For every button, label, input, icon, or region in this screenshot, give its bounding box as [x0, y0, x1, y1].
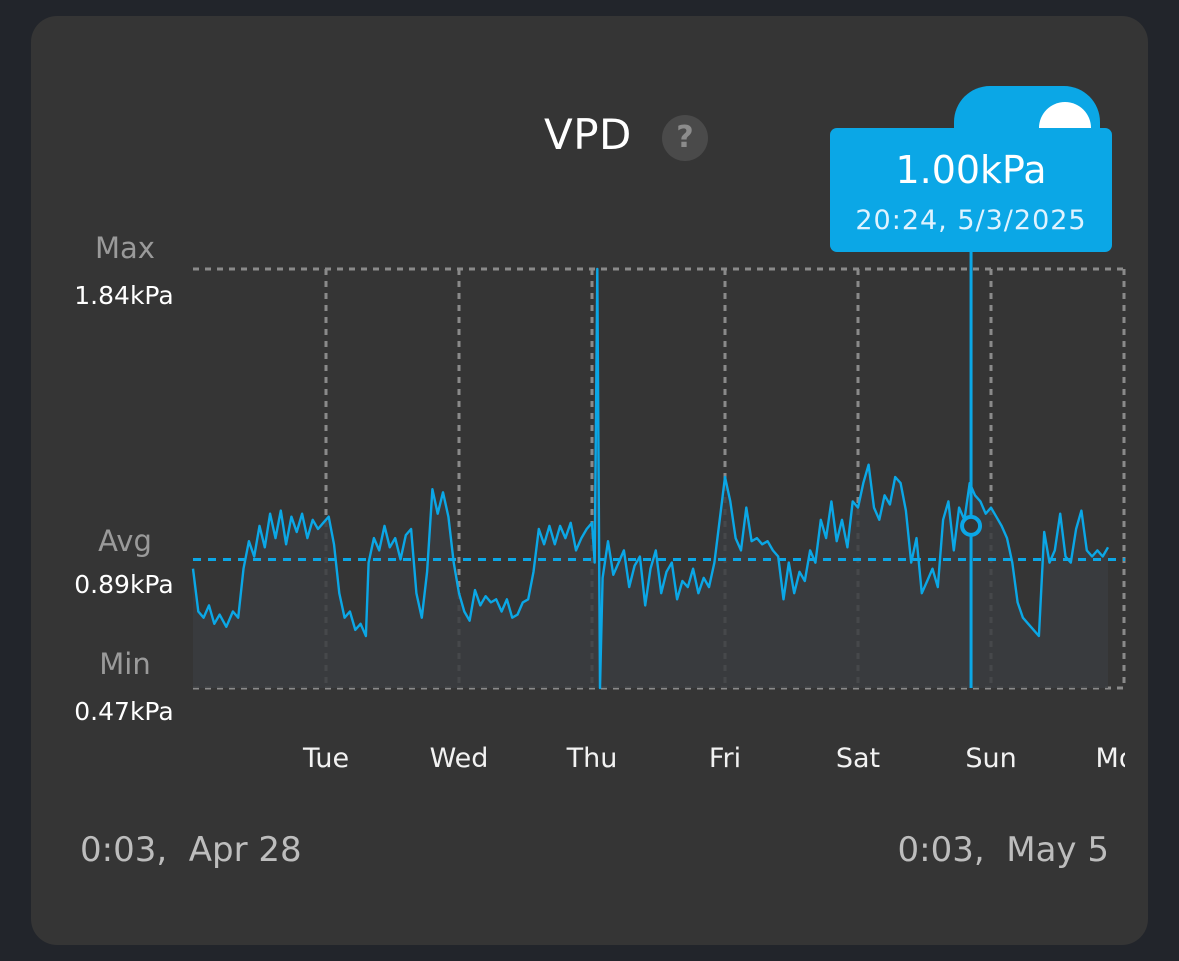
- x-tick-tue: Tue: [302, 743, 349, 774]
- y-max-label: Max: [95, 231, 155, 265]
- range-end-date: 0:03, May 5: [897, 830, 1109, 870]
- tooltip: 1.00kPa 20:24, 5/3/2025: [830, 86, 1112, 252]
- chart-title: VPD: [544, 110, 632, 159]
- y-avg-label: Avg: [98, 524, 152, 558]
- y-max-value: 1.84kPa: [74, 281, 174, 310]
- y-min-label: Min: [99, 647, 151, 681]
- x-tick-sat: Sat: [836, 743, 880, 774]
- tooltip-value: 1.00kPa: [895, 148, 1046, 192]
- question-mark-icon[interactable]: ?: [662, 115, 708, 161]
- range-start-date: 0:03, Apr 28: [80, 830, 302, 870]
- x-tick-wed: Wed: [430, 743, 489, 774]
- chart-header: VPD ?: [31, 108, 1148, 168]
- x-tick-fri: Fri: [709, 743, 741, 774]
- x-tick-sun: Sun: [965, 743, 1016, 774]
- tooltip-time: 20:24, 5/3/2025: [855, 205, 1086, 236]
- x-tick-mon: Mon: [1096, 743, 1153, 774]
- y-min-value: 0.47kPa: [74, 697, 174, 726]
- x-tick-thu: Thu: [566, 743, 618, 774]
- series-area-fill: [193, 269, 1108, 688]
- series-line: [191, 267, 1110, 690]
- tooltip-box: [830, 128, 1112, 252]
- tooltip-tab-knob: [1039, 102, 1091, 128]
- highlight-point: [960, 514, 983, 537]
- x-axis-ticks: Tue Wed Thu Fri Sat Sun Mon: [302, 743, 1153, 774]
- y-avg-value: 0.89kPa: [74, 570, 174, 599]
